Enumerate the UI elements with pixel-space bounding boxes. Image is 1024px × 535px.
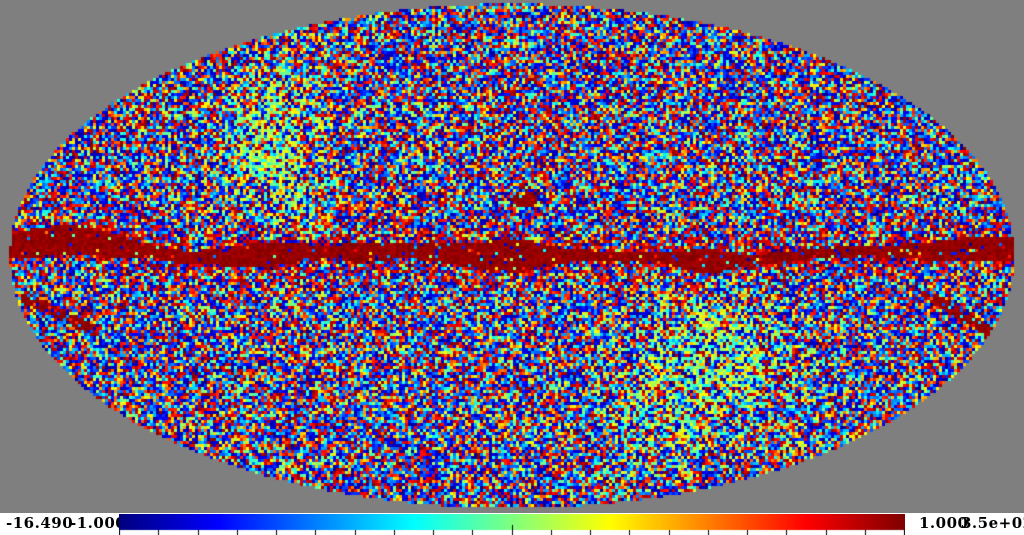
colorbar-min-label: -16.490: [6, 514, 74, 532]
sky-map-canvas: [0, 0, 1024, 513]
colorbar-canvas: [119, 514, 905, 535]
colorbar-high-label: 1.000: [919, 514, 969, 532]
colorbar-low-label: -1.000: [70, 514, 127, 532]
colorbar-strip: -16.490 -1.000 1.000 3.5e+02: [0, 513, 1024, 535]
colorbar-max-label: 3.5e+02: [961, 514, 1024, 532]
